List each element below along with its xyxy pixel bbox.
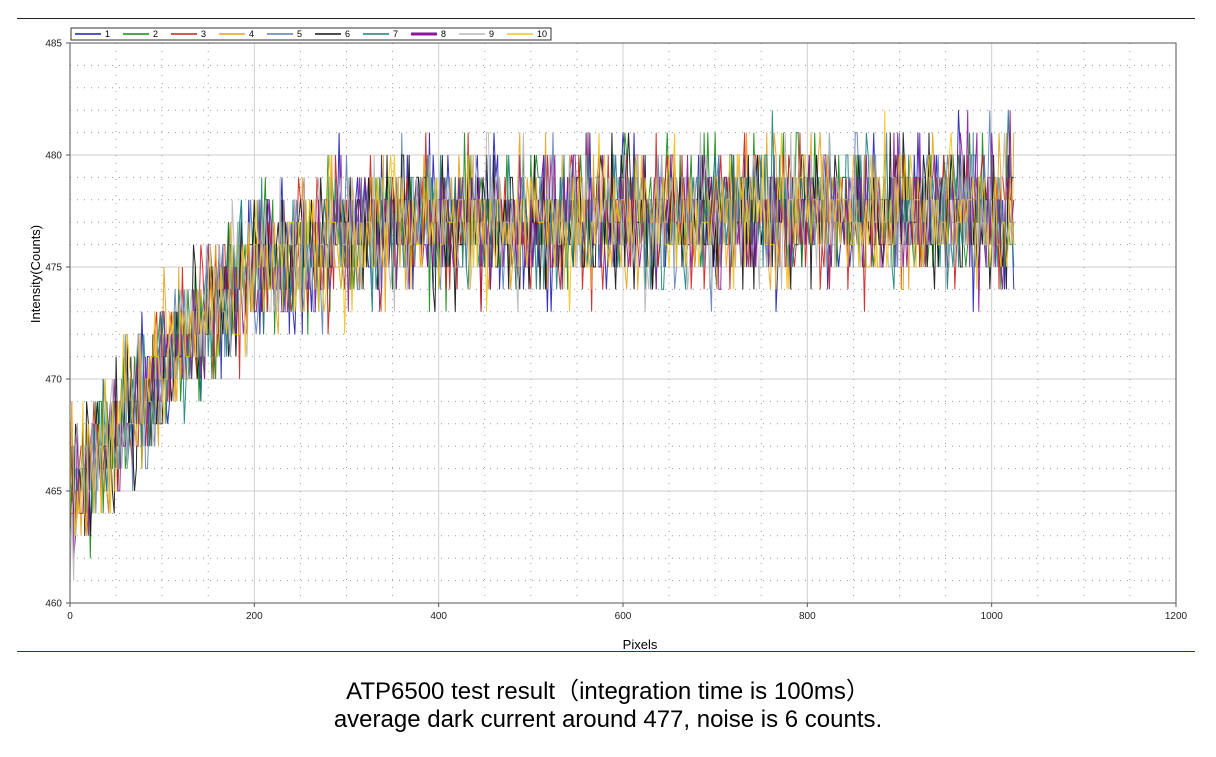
legend-label-9: 9 (489, 29, 494, 39)
legend-label-4: 4 (249, 29, 254, 39)
y-axis-title: Intensity(Counts) (28, 225, 43, 323)
caption-line-1: ATP6500 test result（integration time is … (346, 678, 870, 705)
axis-ticks: 0 200 400 600 800 1000 1200 460 465 470 475 480 485 (45, 39, 1187, 623)
x-tick-label: 800 (799, 611, 816, 622)
y-tick-label: 470 (45, 375, 62, 386)
x-tick-label: 600 (615, 611, 632, 622)
figure-caption: ATP6500 test result（integration time is … (0, 678, 1216, 734)
y-tick-label: 475 (45, 263, 62, 274)
legend: 1 2 3 4 5 6 7 8 9 10 (70, 27, 552, 41)
top-rule (17, 18, 1195, 19)
y-tick-label: 460 (45, 599, 62, 610)
legend-box (70, 27, 552, 41)
legend-label-7: 7 (393, 29, 398, 39)
x-tick-label: 1200 (1165, 611, 1188, 622)
plot-area (69, 110, 1015, 581)
legend-label-8: 8 (441, 29, 446, 39)
legend-label-3: 3 (201, 29, 206, 39)
x-axis-title: Pixels (623, 637, 658, 652)
series-line-10 (69, 110, 1015, 536)
caption-line-2: average dark current around 477, noise i… (333, 706, 883, 733)
legend-label-1: 1 (105, 29, 110, 39)
y-tick-label: 480 (45, 151, 62, 162)
legend-label-2: 2 (153, 29, 158, 39)
legend-label-6: 6 (345, 29, 350, 39)
y-tick-label: 485 (45, 39, 62, 50)
x-tick-label: 1000 (981, 611, 1004, 622)
legend-label-10: 10 (537, 29, 547, 39)
x-tick-label: 200 (246, 611, 263, 622)
bottom-rule (17, 651, 1195, 652)
y-tick-label: 465 (45, 487, 62, 498)
x-tick-label: 0 (67, 611, 73, 622)
x-tick-label: 400 (430, 611, 447, 622)
spectrum-chart: 0 200 400 600 800 1000 1200460465470475480485 … (28, 27, 1188, 652)
legend-label-5: 5 (297, 29, 302, 39)
